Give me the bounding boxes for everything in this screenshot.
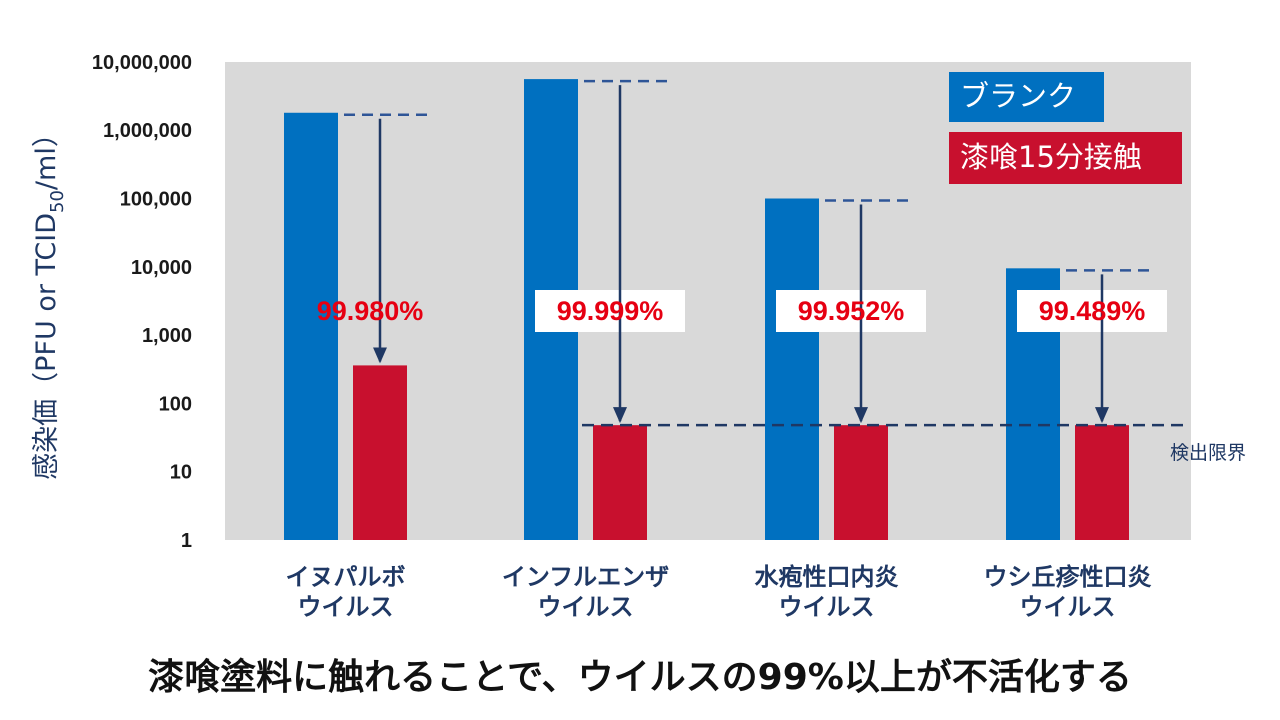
category-label: ウイルス: [538, 593, 634, 621]
category-label: ウイルス: [779, 593, 875, 621]
y-tick-label: 1,000,000: [103, 120, 192, 142]
legend-swatch-plaster: [949, 132, 1182, 184]
y-tick-label: 10,000,000: [92, 52, 192, 74]
y-tick-label: 10: [170, 462, 192, 484]
reduction-label: 99.999%: [557, 296, 664, 326]
reduction-label-box: [535, 290, 685, 332]
x-axis-categories: イヌパルボウイルスインフルエンザウイルス水疱性口内炎ウイルスウシ丘疹性口炎ウイル…: [286, 563, 1152, 621]
bar-blank: [284, 112, 338, 540]
reduction-label-box: [1017, 290, 1167, 332]
reduction-label: 99.980%: [317, 296, 424, 326]
reduction-label: 99.489%: [1039, 296, 1146, 326]
bar-plaster: [1075, 425, 1129, 540]
reduction-label-box: [776, 290, 926, 332]
category-label: ウシ丘疹性口炎: [984, 563, 1152, 591]
bars: [284, 79, 1129, 540]
legend: ブランク 漆喰15分接触: [949, 72, 1182, 184]
legend-label-plaster: 漆喰15分接触: [960, 140, 1142, 174]
reduction-annotations: 99.980% 99.999% 99.952% 99.489%: [317, 79, 1190, 427]
y-axis-ticks: 1 10 100 1,000 10,000 100,000 1,000,000 10,000,…: [92, 52, 192, 552]
y-tick-label: 100,000: [120, 189, 192, 211]
detection-limit-label: 検出限界: [1170, 442, 1246, 464]
reduction-label: 99.952%: [798, 296, 905, 326]
category-label: 水疱性口内炎: [755, 563, 899, 591]
y-tick-label: 10,000: [131, 257, 192, 279]
bar-chart: 1 10 100 1,000 10,000 100,000 1,000,000 10,000,…: [31, 52, 1246, 621]
legend-swatch-blank: [949, 72, 1104, 122]
y-axis-label: 感染価（PFU or TCID50/ml）: [31, 120, 68, 480]
y-tick-label: 1,000: [142, 325, 192, 347]
caption: 漆喰塗料に触れることで、ウイルスの99%以上が不活化する: [148, 657, 1132, 698]
category-label: インフルエンザ: [502, 563, 669, 591]
bar-plaster: [834, 425, 888, 540]
y-tick-label: 1: [181, 530, 192, 552]
bar-plaster: [353, 365, 407, 540]
bar-plaster: [593, 425, 647, 540]
bar-blank: [765, 198, 819, 540]
y-tick-label: 100: [159, 393, 192, 415]
category-label: ウイルス: [1020, 593, 1116, 621]
category-label: イヌパルボ: [286, 563, 406, 591]
category-label: ウイルス: [298, 593, 394, 621]
legend-label-blank: ブランク: [960, 79, 1076, 113]
